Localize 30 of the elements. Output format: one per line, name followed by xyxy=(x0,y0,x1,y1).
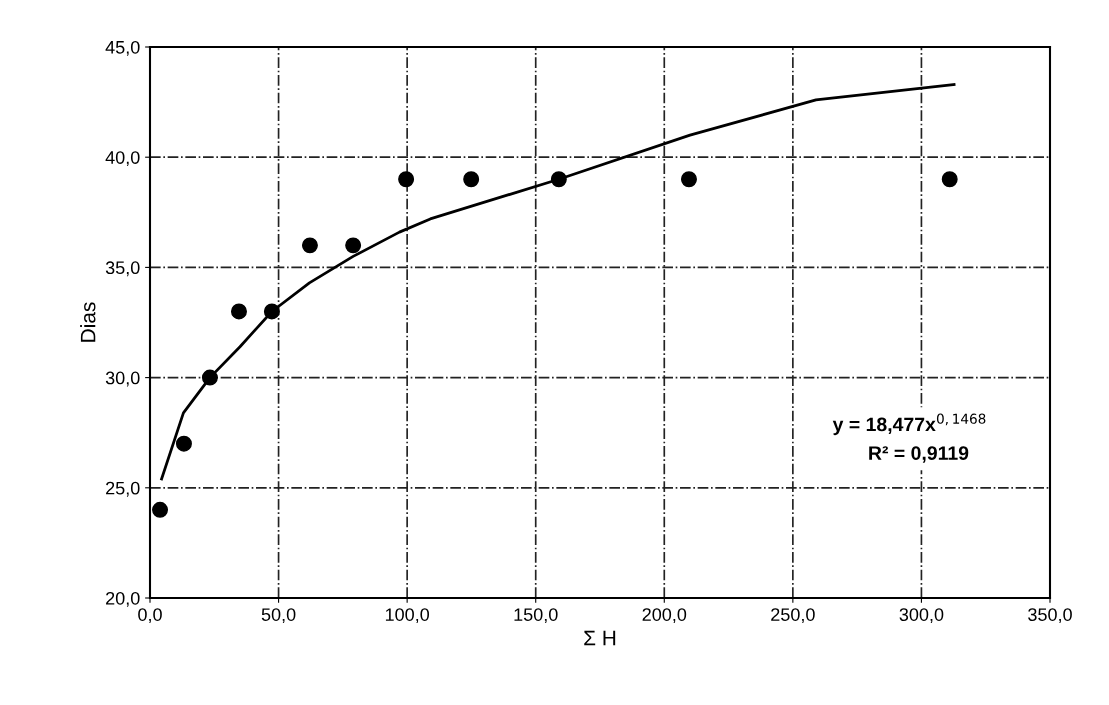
y-tick-label: 40,0 xyxy=(105,151,140,167)
x-tick-label: 250,0 xyxy=(771,608,815,624)
annotation: R² = 0,9119 xyxy=(869,446,969,463)
point xyxy=(175,435,192,452)
x-tick-label: 350,0 xyxy=(1028,608,1072,624)
point xyxy=(152,501,169,518)
point xyxy=(201,369,218,386)
point xyxy=(398,171,415,188)
y-axis-title: Dias xyxy=(80,302,96,342)
point xyxy=(345,237,362,254)
point xyxy=(463,171,480,188)
point xyxy=(550,171,567,188)
y-tick-label: 35,0 xyxy=(105,261,140,277)
x-tick-label: 150,0 xyxy=(514,608,558,624)
y-tick-label: 20,0 xyxy=(106,591,140,607)
annotation: y = 18,477x$^{0,1468}$ xyxy=(832,413,986,436)
x-axis-title: Σ H xyxy=(584,630,616,646)
point xyxy=(263,303,280,320)
y-tick-label: 30,0 xyxy=(105,371,140,387)
x-tick-label: 100,0 xyxy=(385,608,430,624)
x-tick-label: 0,0 xyxy=(138,608,162,624)
point xyxy=(680,171,697,188)
y-tick-label: 45,0 xyxy=(105,40,140,56)
point xyxy=(230,303,247,320)
x-tick-label: 200,0 xyxy=(642,608,687,624)
x-tick-label: 50,0 xyxy=(261,608,296,624)
x-tick-label: 300,0 xyxy=(899,608,944,624)
point xyxy=(301,237,318,254)
y-tick-label: 25,0 xyxy=(106,481,140,497)
point xyxy=(941,171,958,188)
